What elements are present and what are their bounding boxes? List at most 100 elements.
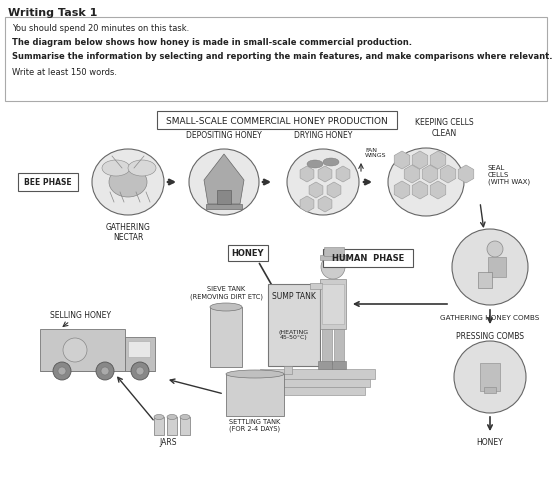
- FancyBboxPatch shape: [157, 112, 397, 130]
- FancyBboxPatch shape: [5, 18, 547, 102]
- Circle shape: [63, 338, 87, 362]
- FancyBboxPatch shape: [270, 379, 370, 387]
- Ellipse shape: [167, 415, 177, 420]
- Polygon shape: [327, 182, 341, 199]
- Circle shape: [101, 367, 109, 375]
- Polygon shape: [309, 182, 323, 199]
- Ellipse shape: [92, 150, 164, 216]
- Text: FAN
WINGS: FAN WINGS: [365, 147, 387, 158]
- Ellipse shape: [323, 159, 339, 167]
- FancyBboxPatch shape: [268, 285, 320, 366]
- Polygon shape: [318, 197, 332, 213]
- Text: SELLING HONEY: SELLING HONEY: [49, 311, 110, 319]
- Polygon shape: [394, 152, 410, 169]
- Polygon shape: [412, 152, 428, 169]
- Circle shape: [136, 367, 144, 375]
- Text: PRESSING COMBS: PRESSING COMBS: [456, 331, 524, 340]
- Text: DEPOSITING HONEY: DEPOSITING HONEY: [186, 131, 262, 140]
- Polygon shape: [204, 155, 244, 204]
- Text: SEAL
CELLS
(WITH WAX): SEAL CELLS (WITH WAX): [488, 165, 530, 185]
- Polygon shape: [422, 166, 438, 184]
- Text: GATHERING HONEY COMBS: GATHERING HONEY COMBS: [440, 314, 540, 320]
- FancyBboxPatch shape: [322, 285, 344, 324]
- Circle shape: [452, 229, 528, 305]
- Text: JARS: JARS: [159, 437, 177, 446]
- FancyBboxPatch shape: [284, 366, 292, 374]
- FancyBboxPatch shape: [40, 329, 125, 371]
- FancyBboxPatch shape: [334, 329, 344, 364]
- FancyBboxPatch shape: [128, 341, 150, 357]
- Text: DRYING HONEY: DRYING HONEY: [294, 131, 352, 140]
- FancyBboxPatch shape: [125, 337, 155, 371]
- FancyBboxPatch shape: [260, 369, 375, 379]
- FancyBboxPatch shape: [310, 283, 322, 289]
- FancyBboxPatch shape: [324, 248, 344, 256]
- Ellipse shape: [102, 161, 130, 177]
- FancyBboxPatch shape: [478, 273, 492, 288]
- Ellipse shape: [307, 161, 323, 168]
- Text: SUMP TANK: SUMP TANK: [272, 292, 316, 301]
- Polygon shape: [318, 167, 332, 182]
- Polygon shape: [336, 167, 350, 182]
- Polygon shape: [440, 166, 456, 184]
- Polygon shape: [412, 181, 428, 200]
- Text: KEEPING CELLS
CLEAN: KEEPING CELLS CLEAN: [415, 118, 473, 137]
- FancyBboxPatch shape: [323, 250, 413, 267]
- FancyBboxPatch shape: [332, 361, 346, 369]
- Ellipse shape: [210, 303, 242, 312]
- Text: SMALL-SCALE COMMERCIAL HONEY PRODUCTION: SMALL-SCALE COMMERCIAL HONEY PRODUCTION: [166, 116, 388, 125]
- Ellipse shape: [388, 149, 464, 216]
- Text: (HEATING
45-50°C): (HEATING 45-50°C): [279, 329, 309, 340]
- Circle shape: [96, 362, 114, 380]
- Text: Write at least 150 words.: Write at least 150 words.: [12, 68, 117, 77]
- Ellipse shape: [109, 168, 147, 198]
- Ellipse shape: [128, 161, 156, 177]
- Text: BEE PHASE: BEE PHASE: [24, 178, 72, 187]
- Circle shape: [53, 362, 71, 380]
- FancyBboxPatch shape: [228, 245, 268, 262]
- Ellipse shape: [180, 415, 190, 420]
- Ellipse shape: [154, 415, 164, 420]
- Polygon shape: [458, 166, 474, 184]
- Ellipse shape: [226, 370, 284, 378]
- FancyBboxPatch shape: [318, 361, 332, 369]
- FancyBboxPatch shape: [167, 417, 177, 435]
- FancyBboxPatch shape: [488, 257, 506, 277]
- FancyBboxPatch shape: [180, 417, 190, 435]
- Polygon shape: [300, 197, 314, 213]
- Circle shape: [58, 367, 66, 375]
- FancyBboxPatch shape: [206, 204, 242, 210]
- FancyBboxPatch shape: [226, 374, 284, 416]
- Ellipse shape: [189, 150, 259, 216]
- Circle shape: [454, 341, 526, 413]
- Text: The diagram below shows how honey is made in small-scale commercial production.: The diagram below shows how honey is mad…: [12, 38, 412, 47]
- Text: Writing Task 1: Writing Task 1: [8, 8, 98, 18]
- Text: SETTLING TANK
(FOR 2-4 DAYS): SETTLING TANK (FOR 2-4 DAYS): [229, 418, 281, 432]
- FancyBboxPatch shape: [480, 363, 500, 391]
- Polygon shape: [394, 181, 410, 200]
- FancyBboxPatch shape: [217, 191, 231, 204]
- FancyBboxPatch shape: [320, 255, 348, 261]
- Polygon shape: [404, 166, 420, 184]
- Text: GATHERING
NECTAR: GATHERING NECTAR: [106, 223, 151, 242]
- Polygon shape: [430, 181, 446, 200]
- FancyBboxPatch shape: [280, 387, 365, 395]
- Text: You should spend 20 minutes on this task.: You should spend 20 minutes on this task…: [12, 24, 189, 33]
- Text: SIEVE TANK
(REMOVING DIRT ETC): SIEVE TANK (REMOVING DIRT ETC): [189, 286, 263, 300]
- Ellipse shape: [287, 150, 359, 216]
- FancyBboxPatch shape: [322, 329, 332, 364]
- Circle shape: [487, 241, 503, 257]
- Circle shape: [321, 255, 345, 279]
- Polygon shape: [300, 167, 314, 182]
- FancyBboxPatch shape: [484, 387, 496, 393]
- Text: HONEY: HONEY: [232, 249, 264, 258]
- Text: HUMAN  PHASE: HUMAN PHASE: [332, 254, 404, 263]
- FancyBboxPatch shape: [154, 417, 164, 435]
- FancyBboxPatch shape: [320, 279, 346, 329]
- FancyBboxPatch shape: [18, 174, 78, 192]
- Polygon shape: [430, 152, 446, 169]
- Circle shape: [131, 362, 149, 380]
- Text: Summarise the information by selecting and reporting the main features, and make: Summarise the information by selecting a…: [12, 52, 552, 61]
- FancyBboxPatch shape: [210, 307, 242, 367]
- Text: HONEY: HONEY: [476, 437, 504, 446]
